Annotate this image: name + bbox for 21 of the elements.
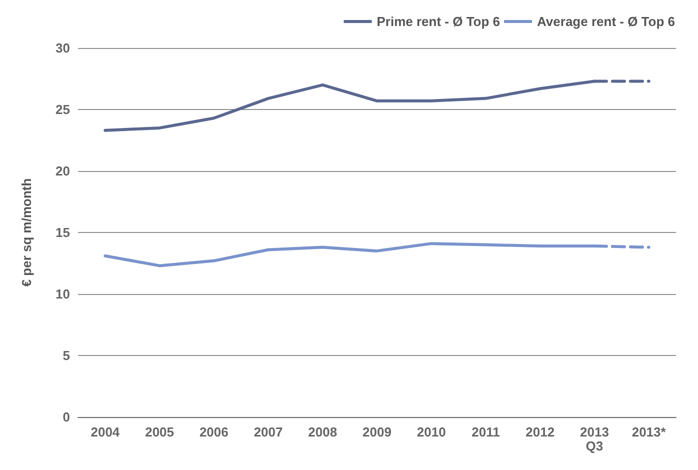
y-tick-label: 5 bbox=[62, 348, 70, 363]
x-tick-label: 2005 bbox=[145, 424, 174, 440]
x-tick-label: 2013* bbox=[632, 424, 667, 440]
y-tick-label: 15 bbox=[56, 225, 70, 240]
x-tick-label: 2004 bbox=[90, 424, 120, 440]
x-tick-label: 2007 bbox=[254, 424, 283, 440]
y-axis-title: € per sq m/month bbox=[19, 178, 34, 287]
legend-label: Average rent - Ø Top 6 bbox=[537, 14, 676, 29]
x-tick-label: 2009 bbox=[362, 424, 392, 440]
y-tick-label: 10 bbox=[56, 286, 70, 302]
x-tick-label: 2008 bbox=[308, 424, 338, 440]
legend-label: Prime rent - Ø Top 6 bbox=[376, 14, 500, 29]
x-tick-label: 2013 Q3 bbox=[580, 424, 609, 454]
x-tick-label: 2011 bbox=[472, 424, 500, 440]
x-tick-label: 2012 bbox=[526, 424, 555, 440]
y-tick-label: 0 bbox=[62, 410, 70, 424]
x-tick-label: 2006 bbox=[199, 424, 228, 440]
y-tick-label: 25 bbox=[56, 102, 70, 117]
y-tick-label: 30 bbox=[56, 40, 70, 56]
y-tick-label: 20 bbox=[56, 164, 70, 178]
x-tick-label: 2010 bbox=[416, 424, 446, 440]
